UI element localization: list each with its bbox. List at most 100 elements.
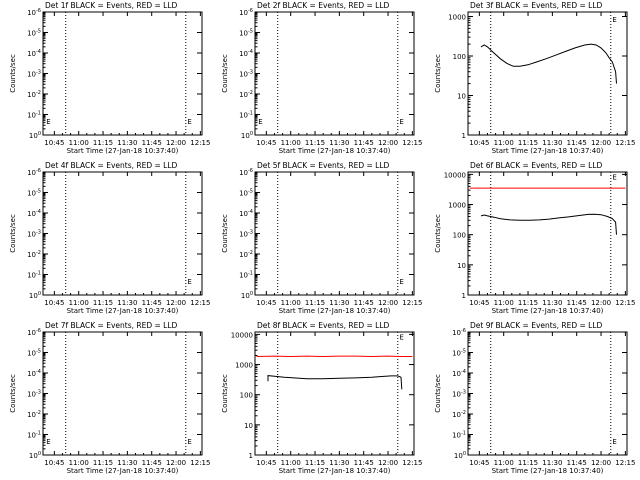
x-tick-label: 11:45 xyxy=(142,299,162,307)
y-tick-label: 10-4 xyxy=(239,49,253,58)
x-tick-label: 12:00 xyxy=(166,299,186,307)
x-tick-label: 11:45 xyxy=(354,139,374,147)
y-tick-label: 10-5 xyxy=(239,29,253,38)
e-marker: E xyxy=(258,118,262,126)
y-tick-label: 10-4 xyxy=(239,209,253,218)
x-tick-label: 10:45 xyxy=(469,459,489,467)
x-axis-label: Start Time (27-Jan-18 10:37:40) xyxy=(279,307,391,315)
x-tick-label: 11:45 xyxy=(567,139,587,147)
y-tick-label: 10-2 xyxy=(239,90,253,99)
x-tick-label: 12:00 xyxy=(378,139,398,147)
y-tick-label: 10 xyxy=(457,262,466,270)
y-tick-label: 10-6 xyxy=(27,168,41,177)
y-tick-label: 100 xyxy=(240,392,253,400)
x-tick-label: 11:30 xyxy=(329,459,349,467)
y-axis-label: Counts/sec xyxy=(221,374,229,413)
y-tick-label: 10-2 xyxy=(452,410,466,419)
y-axis-label: Counts/sec xyxy=(434,214,442,253)
x-axis-label: Start Time (27-Jan-18 10:37:40) xyxy=(492,467,604,475)
x-tick-label: 11:00 xyxy=(69,459,89,467)
x-tick-label: 11:15 xyxy=(93,299,113,307)
e-marker: E xyxy=(612,16,616,24)
panel-title: Det 5f BLACK = Events, RED = LLD xyxy=(257,161,390,170)
panel-title: Det 6f BLACK = Events, RED = LLD xyxy=(470,161,603,170)
x-tick-label: 11:45 xyxy=(354,299,374,307)
y-tick-label: 10-4 xyxy=(452,369,466,378)
y-tick-label: 10-1 xyxy=(27,431,41,440)
panel-title: Det 1f BLACK = Events, RED = LLD xyxy=(45,1,178,10)
y-tick-label: 10-4 xyxy=(27,369,41,378)
y-tick-label: 10-6 xyxy=(27,8,41,17)
x-tick-label: 12:00 xyxy=(591,139,611,147)
panel-title: Det 7f BLACK = Events, RED = LLD xyxy=(45,321,178,330)
panel-det-1f: Det 1f BLACK = Events, RED = LLD 10:45 11:… xyxy=(9,1,210,155)
y-tick-label: 10-4 xyxy=(27,49,41,58)
y-tick-label: 1000 xyxy=(235,362,253,370)
y-tick-label: 100 xyxy=(241,131,253,140)
x-tick-label: 11:30 xyxy=(329,299,349,307)
e-marker: E xyxy=(46,438,50,446)
x-tick-label: 11:15 xyxy=(93,459,113,467)
x-tick-label: 11:00 xyxy=(69,299,89,307)
plot-frame xyxy=(254,11,415,136)
x-tick-label: 11:00 xyxy=(281,459,301,467)
y-tick-label: 10-2 xyxy=(27,90,41,99)
x-tick-label: 12:00 xyxy=(166,459,186,467)
y-tick-label: 100 xyxy=(29,451,41,460)
x-tick-label: 11:15 xyxy=(518,139,538,147)
plot-frame xyxy=(467,331,628,456)
y-tick-label: 10-3 xyxy=(452,390,466,399)
y-tick-label: 10-3 xyxy=(27,230,41,239)
x-tick-label: 11:45 xyxy=(142,139,162,147)
x-tick-label: 10:45 xyxy=(469,139,489,147)
y-tick-label: 1 xyxy=(462,292,466,300)
y-tick-label: 10-3 xyxy=(27,390,41,399)
plot-frame xyxy=(42,331,203,456)
e-marker: E xyxy=(399,118,403,126)
y-tick-label: 10000 xyxy=(231,331,253,339)
panel-det-9f: Det 9f BLACK = Events, RED = LLD 10:45 11:… xyxy=(434,321,635,475)
y-tick-label: 100 xyxy=(453,232,466,240)
panel-det-3f: Det 3f BLACK = Events, RED = LLD 10:45 11:… xyxy=(434,1,635,155)
y-tick-label: 10 xyxy=(457,93,466,101)
x-axis-label: Start Time (27-Jan-18 10:37:40) xyxy=(67,467,179,475)
x-tick-label: 11:15 xyxy=(518,299,538,307)
y-tick-label: 10-6 xyxy=(452,328,466,337)
x-tick-label: 10:45 xyxy=(256,299,276,307)
y-tick-label: 1 xyxy=(462,132,466,140)
y-tick-label: 10-1 xyxy=(239,111,253,120)
x-axis-label: Start Time (27-Jan-18 10:37:40) xyxy=(67,147,179,155)
x-tick-label: 10:45 xyxy=(44,299,64,307)
y-tick-label: 10-6 xyxy=(27,328,41,337)
series-events-line xyxy=(480,43,617,84)
x-tick-label: 12:00 xyxy=(378,299,398,307)
e-marker: E xyxy=(399,278,403,286)
x-tick-label: 11:45 xyxy=(567,459,587,467)
panel-det-6f: Det 6f BLACK = Events, RED = LLD 10:45 11:… xyxy=(434,161,635,315)
y-tick-label: 10-5 xyxy=(452,349,466,358)
e-marker: E xyxy=(187,118,191,126)
series-events-line xyxy=(480,213,617,235)
panel-det-7f: Det 7f BLACK = Events, RED = LLD 10:45 11:… xyxy=(9,321,210,475)
y-tick-label: 10-5 xyxy=(27,29,41,38)
x-axis-label: Start Time (27-Jan-18 10:37:40) xyxy=(492,147,604,155)
e-marker: E xyxy=(399,334,403,342)
x-tick-label: 10:45 xyxy=(44,139,64,147)
e-marker: E xyxy=(46,118,50,126)
x-tick-label: 10:45 xyxy=(469,299,489,307)
x-tick-label: 12:15 xyxy=(402,139,422,147)
x-tick-label: 11:00 xyxy=(494,139,514,147)
y-tick-label: 10-1 xyxy=(27,271,41,280)
x-tick-label: 11:30 xyxy=(542,299,562,307)
x-tick-label: 12:15 xyxy=(615,139,635,147)
x-tick-label: 11:30 xyxy=(117,459,137,467)
y-tick-label: 10-3 xyxy=(239,230,253,239)
x-tick-label: 11:00 xyxy=(281,139,301,147)
y-tick-label: 1000 xyxy=(448,14,466,22)
x-tick-label: 11:15 xyxy=(305,139,325,147)
y-tick-label: 10-6 xyxy=(239,168,253,177)
panel-title: Det 9f BLACK = Events, RED = LLD xyxy=(470,321,603,330)
x-tick-label: 11:15 xyxy=(518,459,538,467)
y-tick-label: 100 xyxy=(29,291,41,300)
